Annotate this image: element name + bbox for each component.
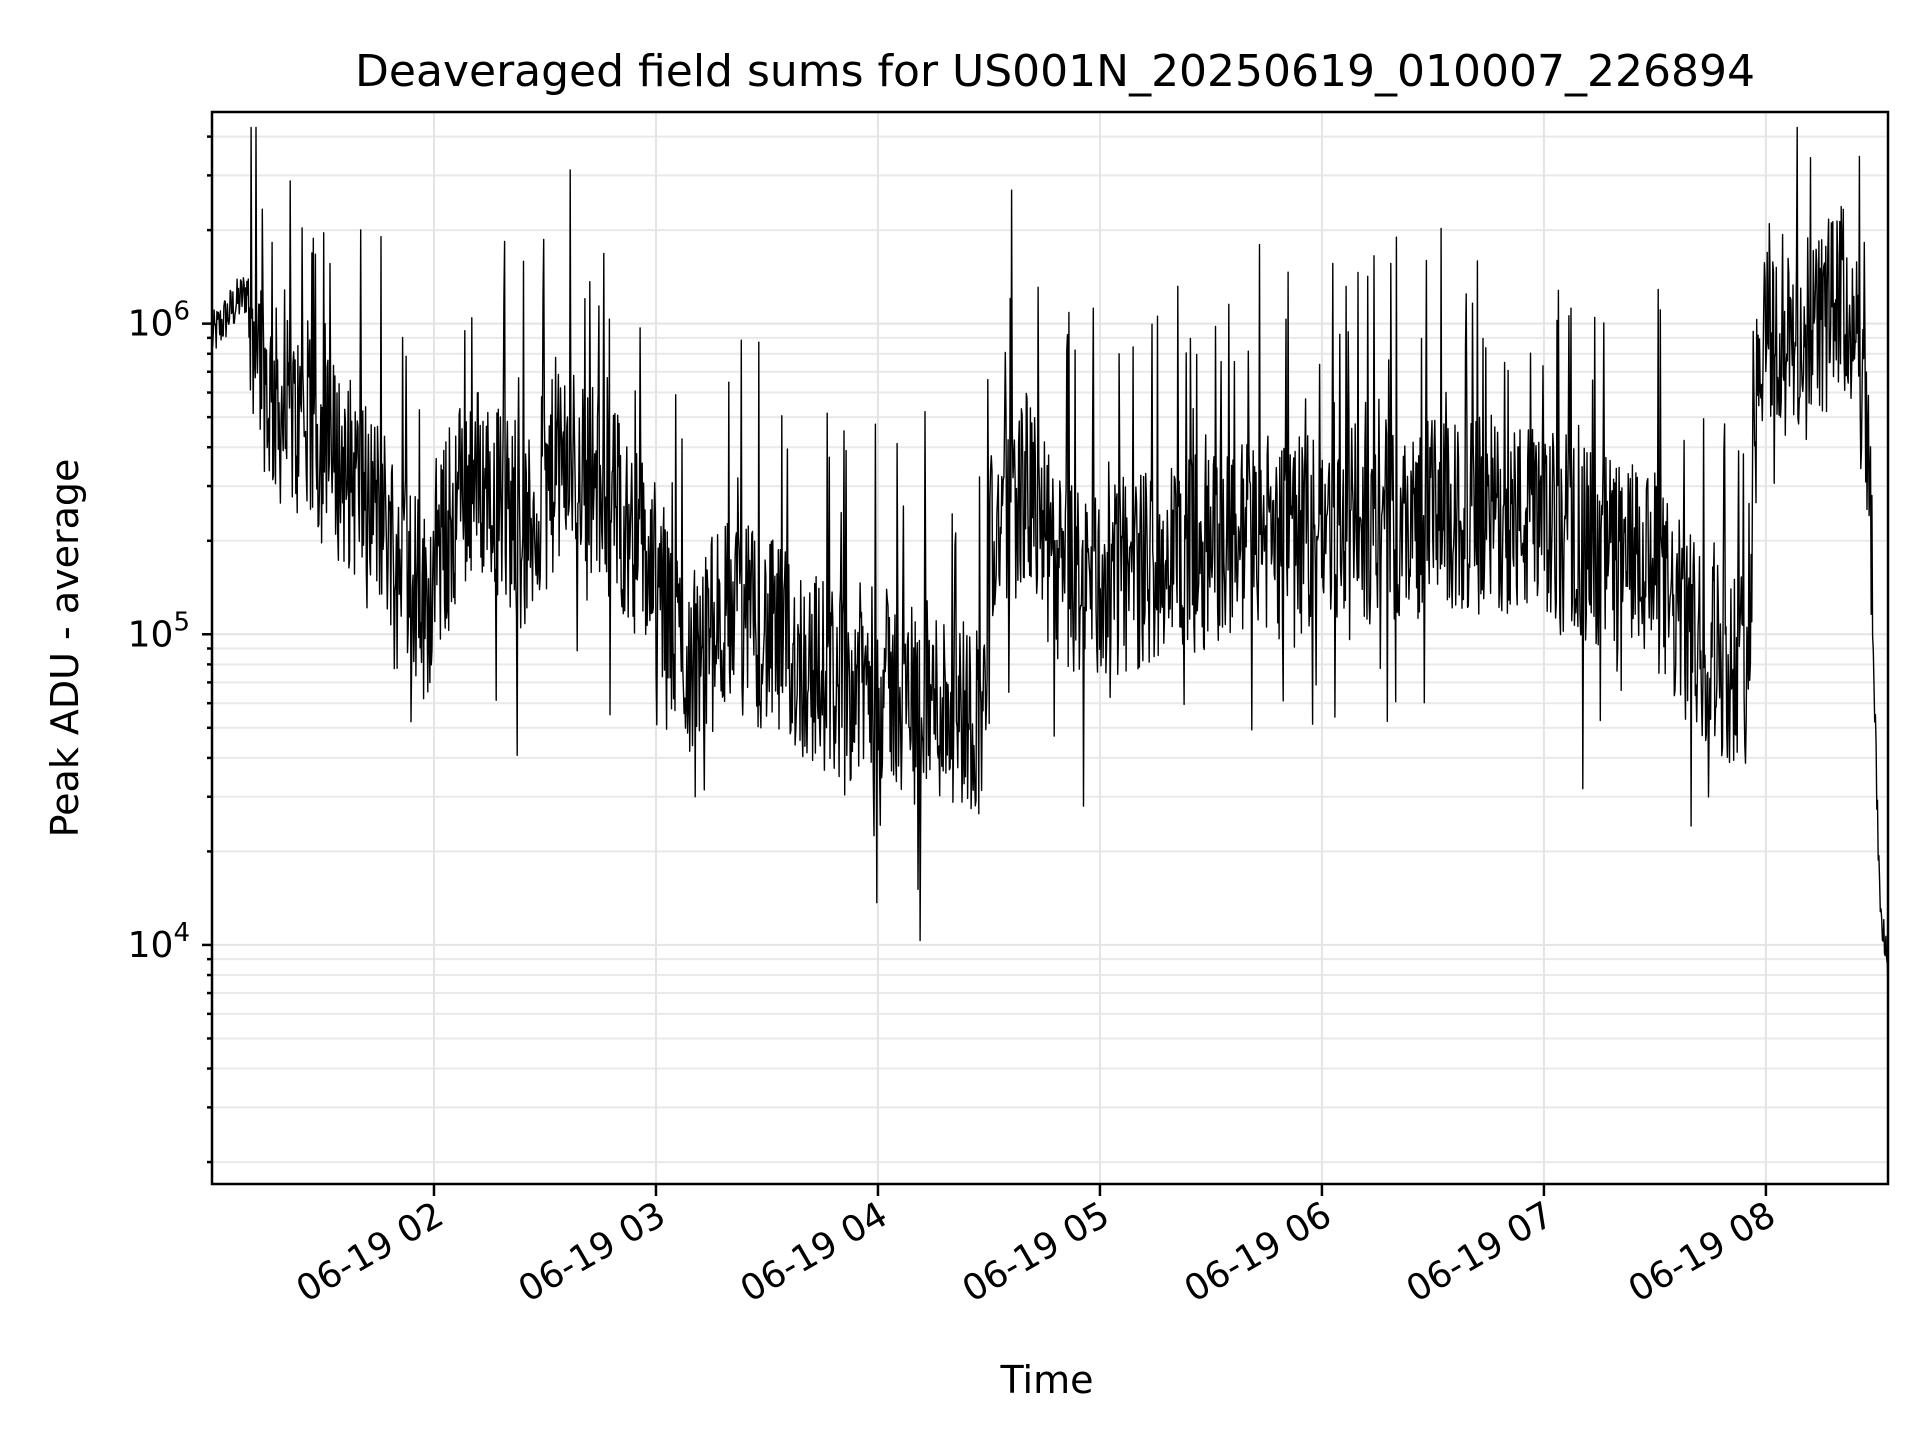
x-tick-label: 06-19 08: [1622, 1194, 1783, 1310]
y-axis-label: Peak ADU - average: [43, 459, 87, 838]
x-tick-label: 06-19 05: [956, 1194, 1117, 1310]
x-tick-label: 06-19 07: [1400, 1194, 1561, 1310]
x-axis-label: Time: [1000, 1358, 1094, 1402]
y-tick-label: 105: [128, 607, 190, 655]
series-line: [211, 126, 1889, 984]
x-axis: 06-19 02 06-19 03 06-19 04 06-19 05 06-19 06…: [290, 1184, 1783, 1311]
x-tick-label: 06-19 02: [290, 1194, 451, 1310]
x-tick-label: 06-19 03: [512, 1194, 673, 1310]
y-tick-label: 106: [128, 297, 190, 345]
y-axis: 104 105 106: [128, 135, 212, 1164]
x-tick-label: 06-19 06: [1178, 1194, 1339, 1310]
chart-title: Deaveraged field sums for US001N_2025061…: [355, 46, 1755, 97]
grid: [212, 112, 1888, 1184]
y-tick-label: 104: [128, 918, 190, 966]
x-tick-label: 06-19 04: [734, 1194, 895, 1310]
